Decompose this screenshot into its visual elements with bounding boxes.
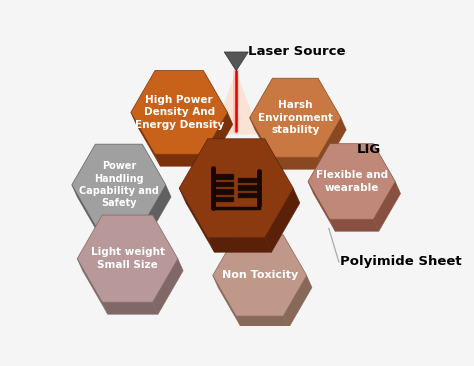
Polygon shape (213, 182, 234, 187)
Polygon shape (374, 182, 401, 231)
Polygon shape (308, 144, 395, 219)
Polygon shape (238, 178, 259, 183)
Polygon shape (72, 185, 100, 238)
Polygon shape (153, 259, 183, 314)
Polygon shape (213, 71, 260, 135)
Polygon shape (250, 118, 278, 169)
Polygon shape (283, 276, 312, 328)
Polygon shape (250, 78, 341, 157)
Polygon shape (308, 182, 335, 231)
Polygon shape (318, 118, 346, 169)
Polygon shape (72, 144, 166, 225)
Polygon shape (77, 215, 178, 302)
Polygon shape (131, 112, 160, 166)
Text: High Power
Density And
Energy Density: High Power Density And Energy Density (135, 95, 224, 130)
Polygon shape (95, 225, 147, 238)
Polygon shape (155, 154, 209, 166)
Polygon shape (238, 186, 259, 191)
Polygon shape (208, 238, 272, 252)
Polygon shape (224, 52, 248, 71)
Polygon shape (131, 71, 228, 154)
Polygon shape (236, 316, 289, 328)
Polygon shape (213, 174, 234, 180)
Polygon shape (213, 197, 234, 202)
Text: LIG: LIG (357, 143, 381, 156)
Text: Power
Handling
Capability and
Safety: Power Handling Capability and Safety (79, 161, 159, 208)
Polygon shape (142, 185, 171, 238)
Polygon shape (179, 188, 214, 252)
Text: Non Toxicity: Non Toxicity (221, 270, 298, 280)
Polygon shape (213, 189, 234, 195)
Text: Harsh
Environment
stability: Harsh Environment stability (258, 100, 333, 135)
Polygon shape (213, 235, 307, 316)
Text: Flexible and
wearable: Flexible and wearable (316, 170, 388, 193)
Polygon shape (203, 112, 233, 166)
Polygon shape (265, 188, 300, 252)
Polygon shape (77, 259, 108, 314)
Polygon shape (102, 302, 158, 314)
Text: Polyimide Sheet: Polyimide Sheet (340, 255, 462, 269)
Polygon shape (213, 276, 242, 328)
Text: Laser Source: Laser Source (248, 45, 346, 59)
Polygon shape (238, 193, 259, 198)
Text: Light weight
Small Size: Light weight Small Size (91, 247, 164, 270)
Polygon shape (273, 157, 323, 169)
Polygon shape (179, 139, 293, 238)
Polygon shape (330, 219, 379, 231)
